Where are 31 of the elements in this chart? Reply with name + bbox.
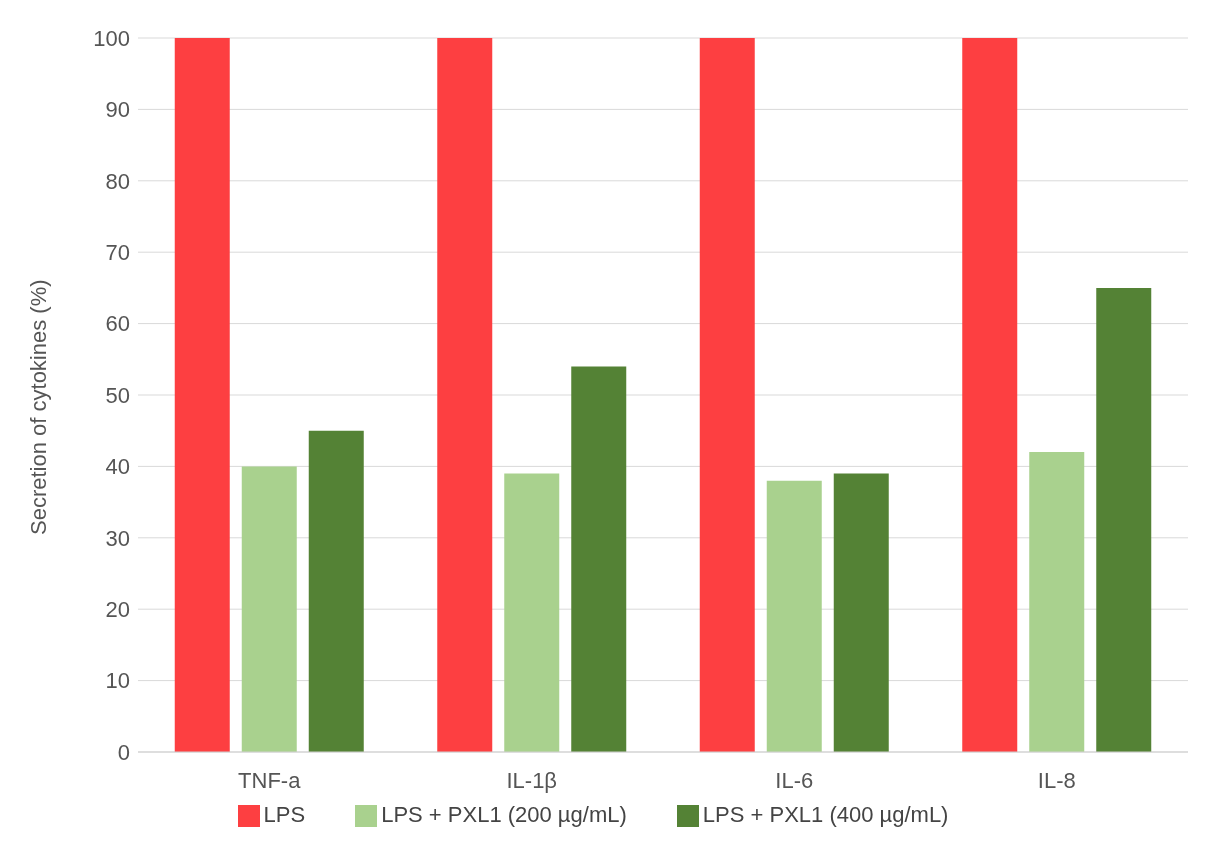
y-tick-label: 60 [105,311,130,337]
bar [962,38,1018,752]
y-tick-label: 100 [93,25,130,51]
y-tick-label: 20 [105,597,130,623]
bar [174,38,230,752]
legend-label: LPS + PXL1 (400 µg/mL) [702,802,949,827]
y-tick-label: 10 [105,668,130,694]
bar [308,430,364,752]
x-tick-label: IL-1β [506,767,558,793]
legend-label: LPS + PXL1 (200 µg/mL) [381,802,627,827]
y-tick-label: 50 [105,382,130,408]
bar [437,38,493,752]
bar [833,473,889,752]
x-tick-label: TNF-a [238,767,302,793]
bar [766,480,822,752]
legend-label: LPS [263,802,306,827]
bar [571,366,627,752]
y-tick-label: 70 [105,240,130,266]
y-axis-title: Secretion of cytokines (%) [25,279,51,535]
bar [241,466,297,752]
y-tick-label: 80 [105,168,130,194]
x-tick-label: IL-8 [1037,767,1076,793]
bar [1096,287,1152,752]
x-tick-label: IL-6 [775,767,814,793]
bar [699,38,755,752]
y-tick-label: 0 [117,739,130,765]
y-tick-label: 40 [105,454,130,480]
bar [504,473,560,752]
y-tick-label: 90 [105,97,130,123]
bar [1029,452,1085,752]
y-tick-label: 30 [105,525,130,551]
